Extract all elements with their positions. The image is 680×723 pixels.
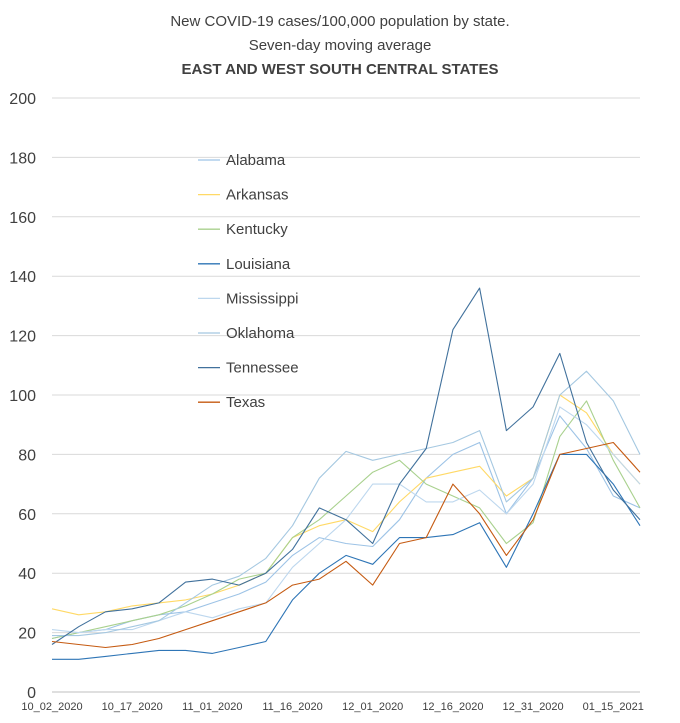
x-tick-label: 11_01_2020 [182, 701, 242, 713]
legend-label-arkansas: Arkansas [226, 187, 289, 204]
legend-label-texas: Texas [226, 394, 265, 411]
x-tick-label: 01_15_2021 [583, 701, 644, 713]
chart-title: New COVID-19 cases/100,000 population by… [170, 13, 509, 30]
y-tick-label: 180 [9, 150, 36, 167]
y-tick-label: 200 [9, 91, 36, 108]
x-tick-label: 12_31_2020 [502, 701, 563, 713]
y-tick-label: 60 [18, 507, 36, 524]
legend-label-louisiana: Louisiana [226, 256, 291, 273]
y-tick-label: 0 [27, 685, 36, 702]
legend-label-mississippi: Mississippi [226, 290, 299, 307]
x-tick-label: 10_17_2020 [102, 701, 163, 713]
legend-label-alabama: Alabama [226, 152, 286, 169]
series-line-tennessee [51, 287, 641, 645]
chart-subtitle-region: EAST AND WEST SOUTH CENTRAL STATES [182, 61, 499, 78]
chart-subtitle: Seven-day moving average [249, 37, 432, 54]
y-tick-label: 40 [18, 566, 36, 583]
y-tick-label: 80 [18, 447, 36, 464]
y-tick-label: 120 [9, 329, 36, 346]
y-tick-label: 20 [18, 626, 36, 643]
x-axis-tick-labels: 10_02_2020 10_17_2020 11_01_2020 11_16_2020… [21, 701, 643, 713]
x-tick-label: 12_16_2020 [422, 701, 483, 713]
series-lines [51, 287, 641, 660]
series-line-oklahoma [52, 370, 641, 637]
legend-label-kentucky: Kentucky [226, 221, 288, 238]
series-line-texas [51, 441, 641, 649]
series-line-louisiana [52, 453, 641, 660]
y-tick-label: 160 [9, 210, 36, 227]
x-tick-label: 10_02_2020 [21, 701, 82, 713]
y-tick-label: 140 [9, 269, 36, 286]
gridlines [52, 97, 640, 693]
y-tick-label: 100 [9, 388, 36, 405]
x-tick-label: 11_16_2020 [262, 701, 322, 713]
legend-label-oklahoma: Oklahoma [226, 325, 295, 342]
x-tick-label: 12_01_2020 [342, 701, 403, 713]
legend: Alabama Arkansas Kentucky Louisiana Mississi… [198, 152, 299, 411]
legend-label-tennessee: Tennessee [226, 360, 299, 377]
y-axis-tick-labels: 0 20 40 60 80 100 120 140 160 180 200 [9, 91, 36, 702]
